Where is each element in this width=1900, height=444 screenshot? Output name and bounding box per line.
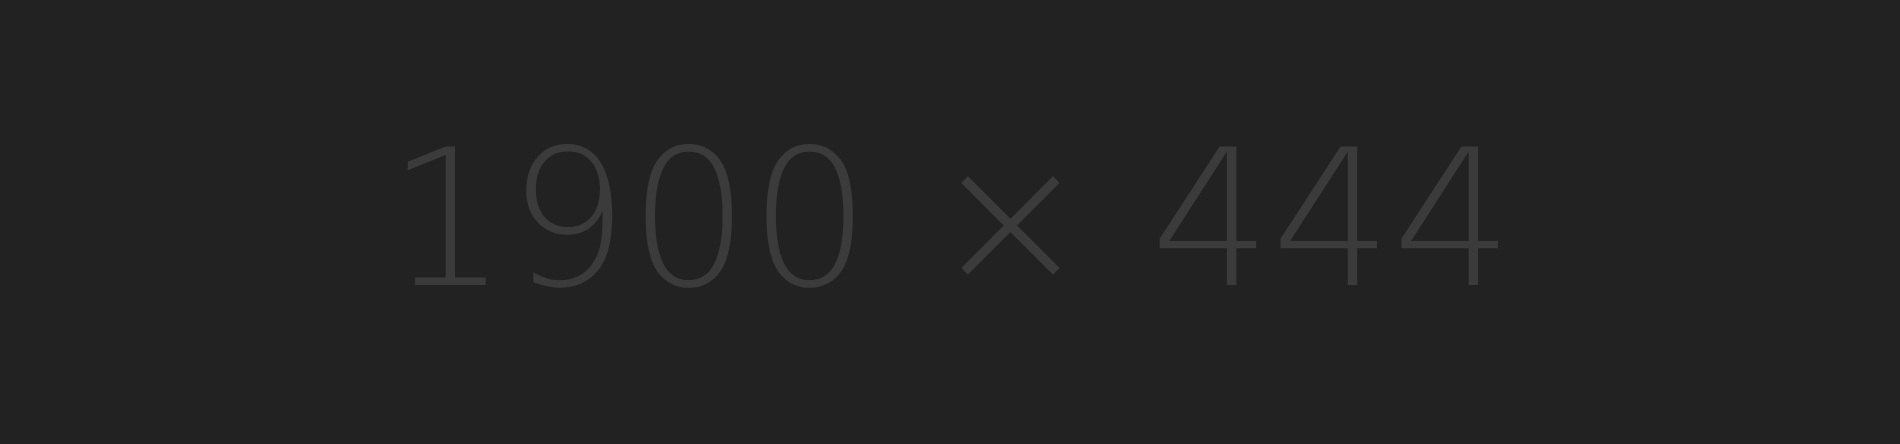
dimension-label: 1900 × 444 <box>386 109 1514 330</box>
